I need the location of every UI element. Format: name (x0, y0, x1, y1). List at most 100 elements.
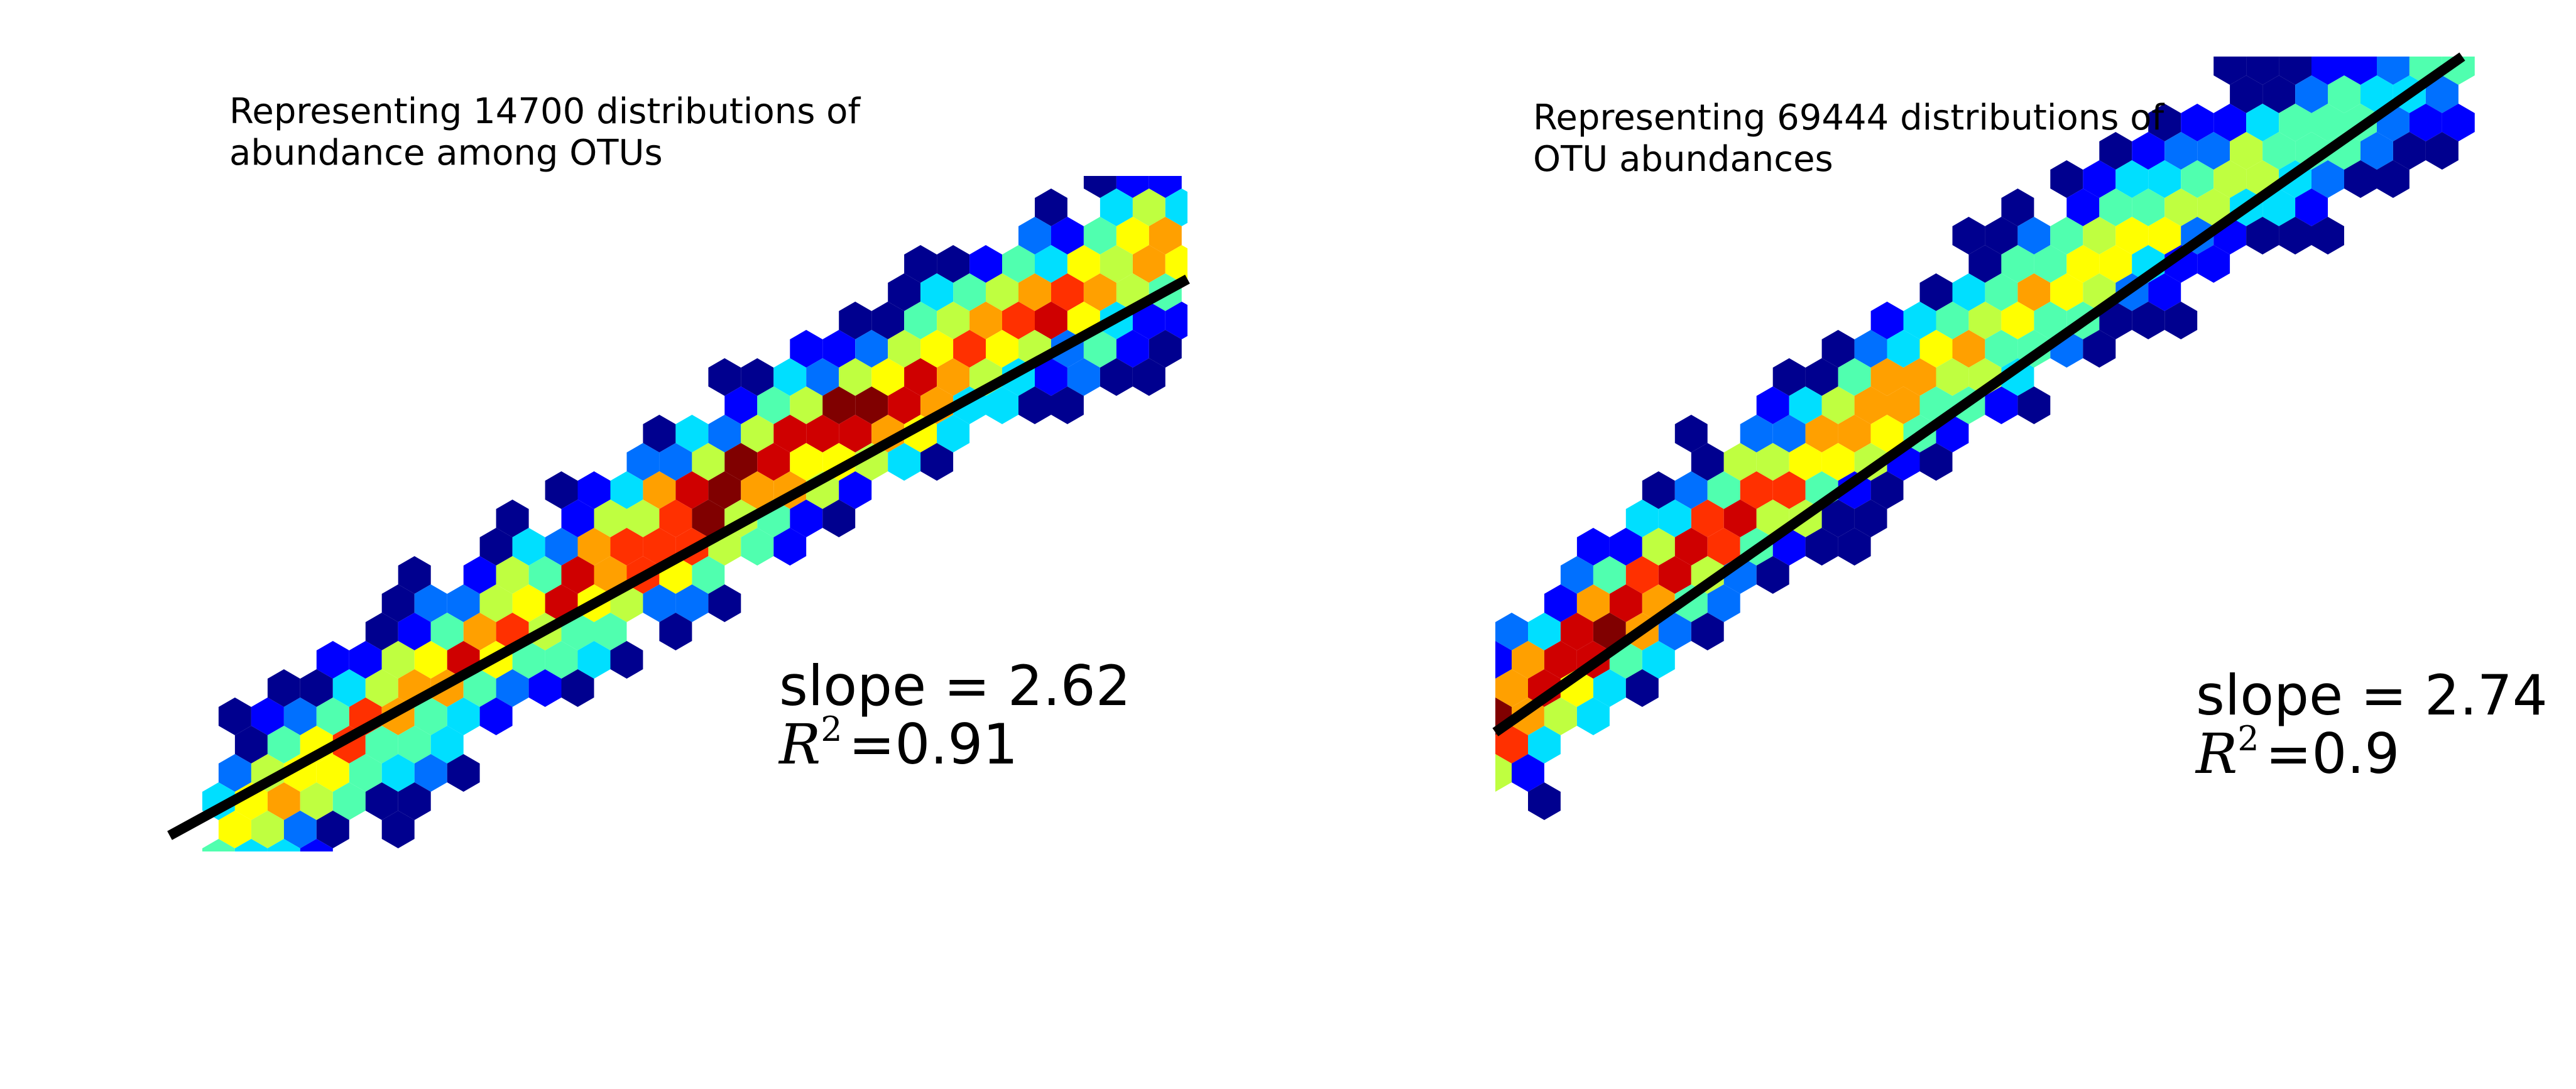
hexbin-cell (2360, 75, 2393, 113)
hexbin-cell (1149, 217, 1182, 254)
hexbin-cell (1936, 302, 1969, 339)
hexbin-cell (2295, 189, 2328, 226)
hexbin-cell (1936, 358, 1969, 396)
hexbin-cell (430, 726, 464, 763)
hexbin-cell (2083, 330, 2116, 368)
hexbin-cell (1707, 528, 1740, 566)
hexbin-cell (267, 726, 300, 763)
hexbin-cell (2230, 75, 2263, 113)
hexbin-cell (1968, 245, 2002, 283)
hexbin-cell (2311, 160, 2344, 198)
hexbin-cell (234, 839, 268, 851)
hexbin-cell (1887, 330, 1920, 368)
hexbin-cell (1528, 613, 1561, 650)
hexbin-cell (2344, 57, 2377, 85)
hexbin-cell (349, 641, 382, 679)
hexbin-cell (1100, 358, 1133, 396)
hexbin-cell (1100, 189, 1133, 226)
hexbin-cell (1772, 358, 1806, 396)
hexbin-cell (1132, 189, 1165, 226)
hexbin-cell (937, 415, 970, 452)
hexbin-cell (2034, 302, 2067, 339)
hexbin-cell (1165, 302, 1187, 339)
hexbin-cell (643, 415, 676, 452)
hexbin-cell (1968, 302, 2002, 339)
hexbin-cell (2132, 302, 2165, 339)
hexbin-cell (202, 839, 235, 851)
hexbin-cell (610, 471, 643, 509)
hexbin-cell (1838, 528, 1871, 566)
hexbin-cell (545, 641, 578, 679)
hexbin-cell (1035, 189, 1067, 226)
hexbin-cell (2311, 104, 2344, 141)
hexbin-cell (2164, 302, 2198, 339)
hexbin-cell (888, 330, 921, 368)
hexbin-cell (2132, 189, 2165, 226)
hexbin-cell (1495, 754, 1512, 792)
hexbin-cell (953, 330, 986, 368)
hexbin-cell (643, 471, 676, 509)
hexbin-cell (871, 302, 905, 339)
hexbin-cell (1116, 217, 1149, 254)
left-r2-label: R2 =0.91 (778, 709, 1018, 777)
hexbin-cell (1691, 443, 1724, 481)
hexbin-cell (2311, 57, 2344, 85)
hexbin-cell (969, 245, 1002, 283)
hexbin-cell (1100, 245, 1133, 283)
hexbin-cell (1870, 302, 1904, 339)
hexbin-cell (2148, 217, 2181, 254)
hexbin-cell (1838, 415, 1871, 452)
hexbin-cell (463, 669, 496, 707)
hexbin-cell (1985, 386, 2018, 424)
hexbin-cell (1723, 500, 1757, 537)
hexbin-cell (1723, 443, 1757, 481)
hexbin-cell (708, 415, 741, 452)
hexbin-cell (1952, 273, 1985, 311)
hexbin-cell (888, 443, 921, 481)
hexbin-cell (2001, 245, 2034, 283)
hexbin-cell (1674, 528, 1708, 566)
hexbin-cell (316, 811, 349, 848)
hexbin-cell (839, 358, 872, 396)
hexbin-cell (724, 443, 758, 481)
hexbin-cell (1544, 641, 1577, 679)
hexbin-cell (724, 386, 758, 424)
hexbin-cell (2360, 19, 2393, 57)
hexbin-cell (986, 386, 1018, 424)
hexbin-cell (1854, 386, 1887, 424)
hexbin-cell (2279, 57, 2311, 85)
hexbin-cell (2311, 217, 2344, 254)
hexbin-cell (365, 669, 398, 707)
hexbin-cell (463, 613, 496, 650)
hexbin-cell (773, 415, 807, 452)
right-panel: Representing 69444 distributions of OTU … (1492, 19, 2548, 820)
hexbin-cell (2017, 273, 2051, 311)
hexbin-cell (2377, 57, 2410, 85)
hexbin-cell (2083, 160, 2116, 198)
hexbin-cell (1576, 698, 1610, 735)
hexbin-cell (855, 386, 888, 424)
hexbin-cell (365, 782, 398, 820)
hexbin-cell (1495, 641, 1512, 679)
hexbin-cell (1952, 217, 1985, 254)
hexbin-cell (643, 584, 676, 622)
hexbin-cell (2050, 160, 2083, 198)
hexbin-cell (300, 782, 333, 820)
hexbin-cell (414, 641, 447, 679)
hexbin-cell (904, 358, 937, 396)
hexbin-cell (2164, 189, 2198, 226)
hexbin-cell (904, 245, 937, 283)
hexbin-cell (1083, 217, 1116, 254)
hexbin-cell (1903, 358, 1936, 396)
hexbin-cell (1576, 584, 1610, 622)
hexbin-cell (1821, 330, 1855, 368)
hexbin-cell (1560, 613, 1593, 650)
hexbin-cell (1512, 754, 1544, 792)
hexbin-cell (1018, 273, 1051, 311)
right-r2-symbol: R (2195, 721, 2237, 786)
hexbin-cell (1149, 330, 1182, 368)
hexbin-cell (2197, 132, 2230, 170)
hexbin-cell (300, 669, 333, 707)
hexbin-cell (790, 386, 823, 424)
hexbin-cell (1985, 217, 2018, 254)
